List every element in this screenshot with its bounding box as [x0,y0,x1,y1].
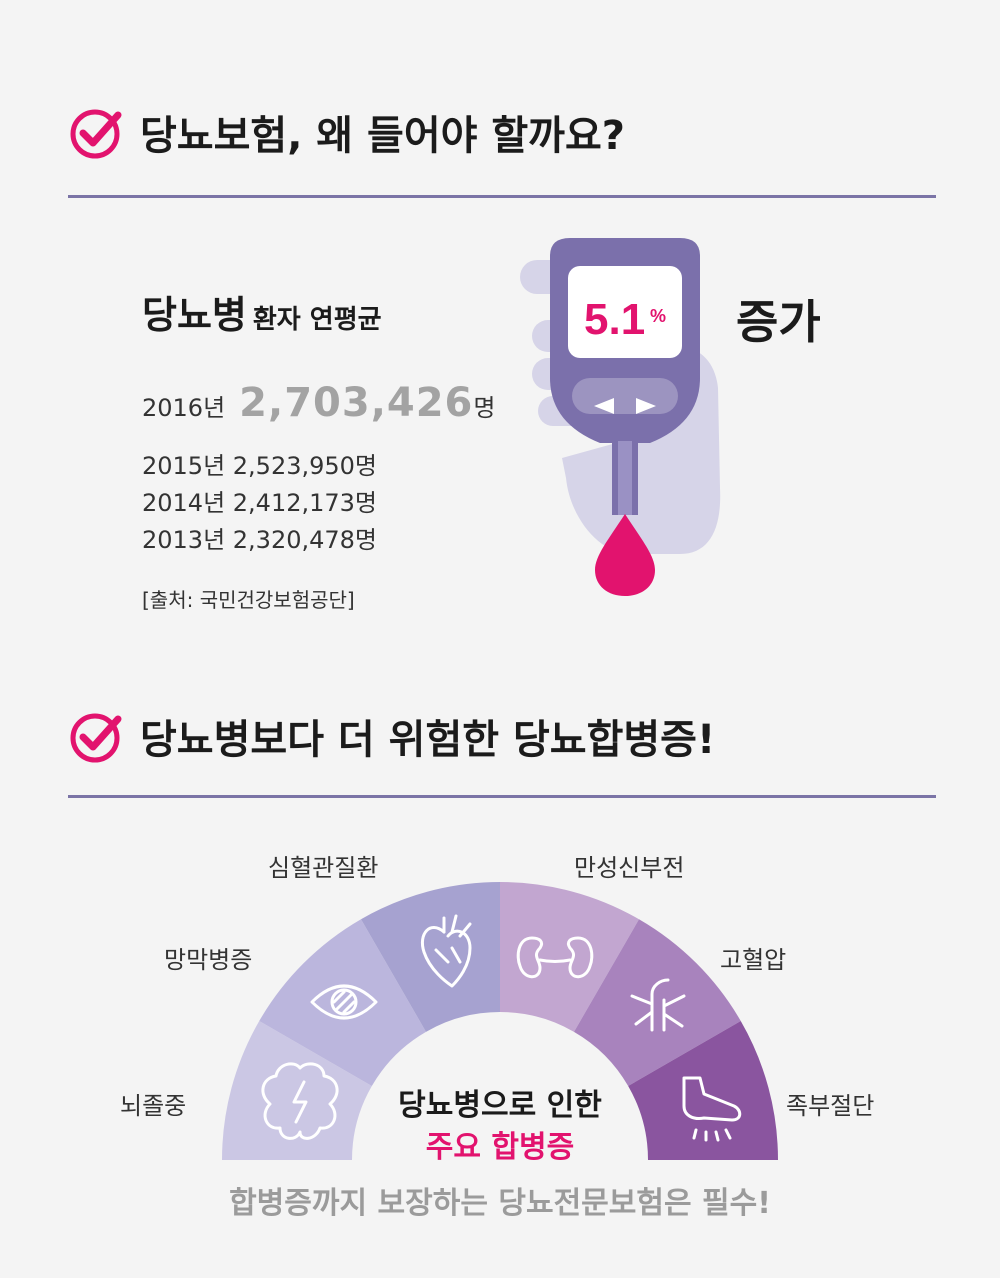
stats-heading: 당뇨병 환자 연평균 [142,284,382,339]
check-circle-icon [70,713,122,763]
blood-drop-icon [595,514,655,596]
complication-label: 망막병증 [164,946,253,974]
stats-heading-sub: 환자 연평균 [252,305,382,335]
footer-message: 합병증까지 보장하는 당뇨전문보험은 필수! [229,1186,771,1221]
section-title: 당뇨보험, 왜 들어야 할까요? [140,113,625,159]
arc-segment [222,1021,372,1160]
source-note: [출처: 국민건강보험공단] [142,588,355,612]
stats-heading-main: 당뇨병 [142,293,247,337]
divider [68,195,936,198]
meter-reading-unit: % [650,306,666,326]
stat-row: 2014년 2,412,173명 [142,489,378,517]
complication-label: 뇌졸중 [120,1092,187,1120]
stat-row: 2015년 2,523,950명 [142,452,378,480]
divider [68,795,936,798]
arc-segment [361,882,500,1032]
arc-segment [500,882,639,1032]
stat-highlight-unit: 명 [473,394,496,422]
arc-center-title: 당뇨병으로 인한 [398,1088,602,1123]
stat-highlight-row: 2016년 2,703,426 명 [142,380,495,426]
section-header-complications: 당뇨병보다 더 위험한 당뇨합병증! [68,707,715,765]
section-header-why: 당뇨보험, 왜 들어야 할까요? [68,103,625,161]
arc-center-subtitle: 주요 합병증 [425,1130,575,1165]
eye-icon [310,984,378,1020]
complication-label: 심혈관질환 [268,854,379,882]
stat-highlight-year: 2016년 [142,394,226,422]
meter-reading-value: 5.1 [584,295,645,344]
stat-highlight-count: 2,703,426 [239,380,474,426]
brain-icon [261,1062,339,1140]
section-title: 당뇨병보다 더 위험한 당뇨합병증! [140,717,716,763]
heart-icon [421,914,472,988]
glucose-meter-illustration: 5.1 % [520,238,721,596]
kidney-icon [516,936,594,979]
check-circle-icon [70,109,122,159]
arc-segment [574,919,741,1086]
blood-vessel-icon [630,978,686,1032]
complication-label: 족부절단 [786,1092,875,1120]
complication-label: 만성신부전 [574,854,685,882]
increase-label: 증가 [736,295,821,349]
complication-label: 고혈압 [720,946,787,974]
stat-row: 2013년 2,320,478명 [142,526,378,554]
foot-icon [682,1076,742,1142]
meter-device [550,238,700,515]
